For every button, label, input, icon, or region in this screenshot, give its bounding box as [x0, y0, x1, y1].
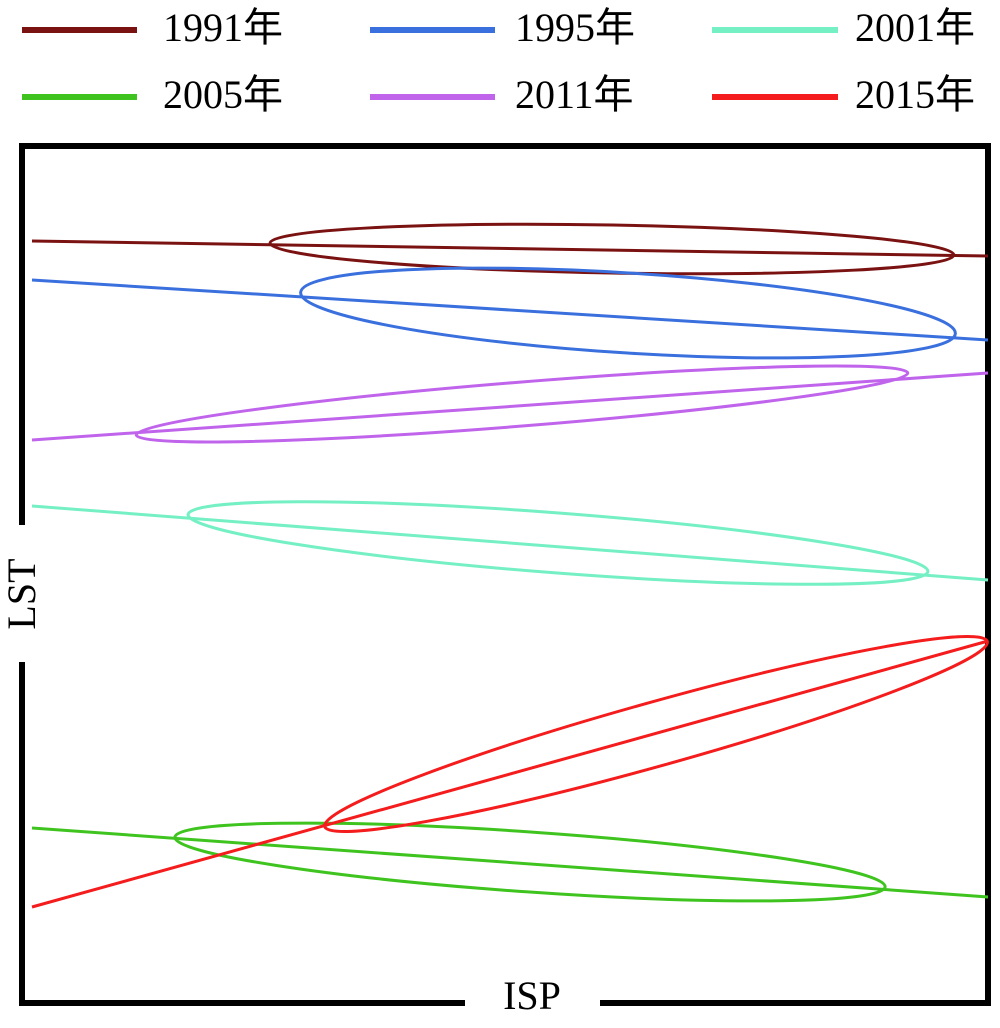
trend-line	[31, 826, 989, 899]
confidence-ellipse	[323, 634, 989, 834]
legend-label: 1995年	[515, 5, 635, 50]
trend-line	[31, 371, 989, 442]
legend-label: 2001年	[855, 5, 975, 50]
trend-line	[31, 278, 989, 342]
confidence-ellipse	[186, 500, 930, 586]
frame-edge	[19, 143, 991, 1006]
frame-edge	[19, 662, 465, 1006]
legend-label: 1991年	[163, 5, 283, 50]
legend: 1991年 1995年 2001年 2005年 2011年 2015年	[22, 5, 975, 117]
plot-area	[31, 222, 989, 909]
legend-label: 2011年	[515, 72, 634, 117]
x-axis-label: ISP	[503, 973, 561, 1018]
trend-line	[31, 239, 989, 258]
legend-label: 2015年	[855, 72, 975, 117]
y-axis-label: LST	[0, 558, 44, 629]
confidence-ellipse	[173, 821, 887, 903]
confidence-ellipse	[134, 364, 910, 444]
confidence-ellipse	[299, 266, 957, 360]
legend-label: 2005年	[163, 72, 283, 117]
frame	[19, 143, 991, 1006]
trend-line	[31, 639, 989, 909]
